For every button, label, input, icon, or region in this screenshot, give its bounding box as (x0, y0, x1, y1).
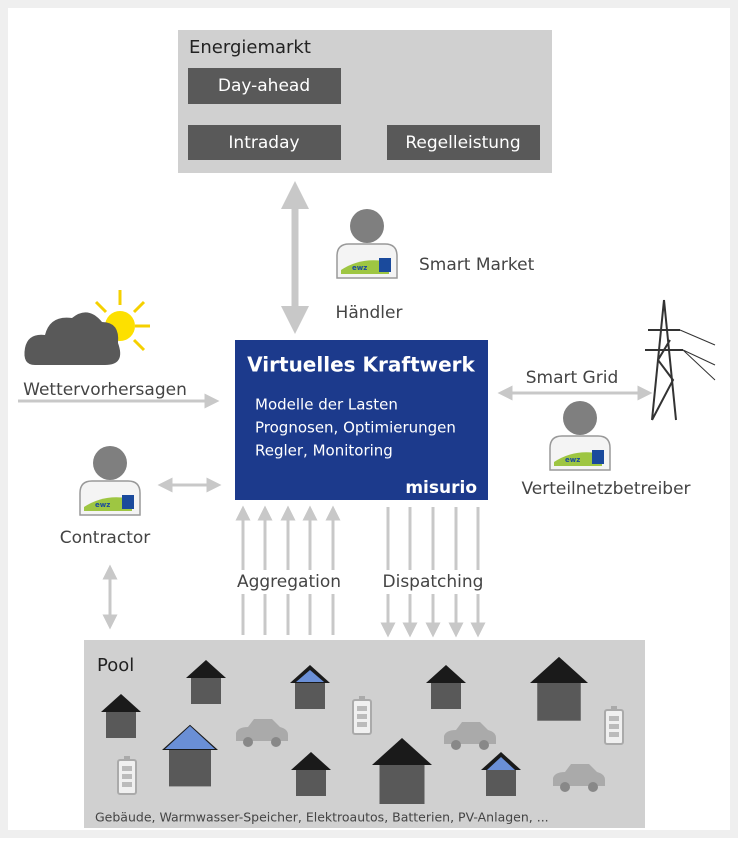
pool-footer: Gebäude, Warmwasser-Speicher, Elektroaut… (95, 810, 549, 825)
badge: ewz (352, 264, 367, 272)
label: Wettervorhersagen (23, 380, 187, 400)
label: Verteilnetzbetreiber (521, 479, 690, 499)
label: Smart Market (419, 255, 535, 275)
product (188, 68, 341, 104)
pylon-icon (645, 299, 716, 421)
label: Contractor (60, 528, 151, 548)
badge: ewz (565, 456, 580, 464)
product-label: Day-ahead (218, 76, 310, 96)
vpp-line: Prognosen, Optimierungen (255, 419, 456, 437)
pool-icons (101, 656, 624, 804)
vpp-brand: misurio (405, 478, 477, 498)
vpp-line: Modelle der Lasten (255, 396, 398, 414)
label: Smart Grid (526, 368, 619, 388)
product-label: Regelleistung (405, 133, 520, 153)
product-label: Intraday (228, 133, 299, 153)
pool-title: Pool (97, 655, 134, 676)
badge: ewz (95, 501, 110, 509)
label-bg (232, 570, 347, 594)
label: Dispatching (383, 572, 484, 592)
vpp-line: Regler, Monitoring (255, 442, 393, 460)
weather-icon (24, 290, 150, 365)
market-title: Energiemarkt (189, 37, 311, 58)
vpp-title: Virtuelles Kraftwerk (247, 353, 475, 377)
vpp-box (235, 340, 488, 500)
label: Händler (336, 303, 403, 323)
label-bg (378, 570, 490, 594)
label: Aggregation (237, 572, 341, 592)
product (188, 125, 341, 160)
product (387, 125, 540, 160)
